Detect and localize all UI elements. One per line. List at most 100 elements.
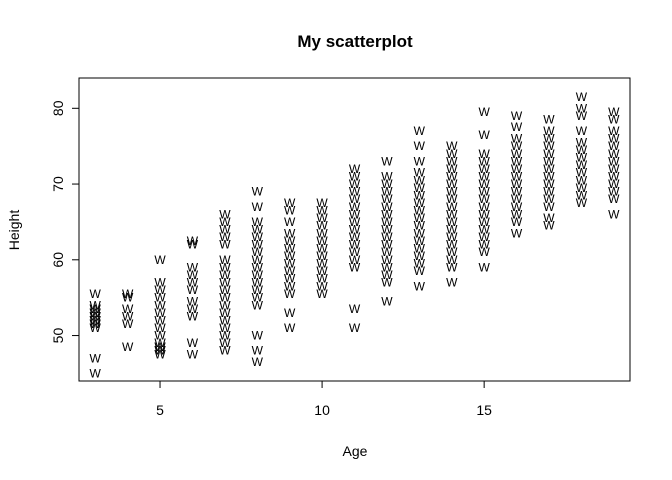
data-point: W — [608, 124, 620, 138]
data-point: W — [349, 321, 361, 335]
data-point: W — [154, 340, 166, 354]
data-point: W — [381, 192, 393, 206]
data-point: W — [478, 185, 490, 199]
data-point: W — [122, 302, 134, 316]
data-point: W — [252, 291, 264, 305]
data-point: W — [349, 223, 361, 237]
data-point: W — [316, 234, 328, 248]
data-point: W — [154, 347, 166, 361]
data-point: W — [478, 200, 490, 214]
data-point: W — [446, 200, 458, 214]
data-point: W — [414, 264, 426, 278]
data-point: W — [316, 204, 328, 218]
data-point: W — [349, 238, 361, 252]
data-point: W — [446, 260, 458, 274]
data-point: W — [154, 253, 166, 267]
data-point: W — [543, 200, 555, 214]
data-point: W — [414, 166, 426, 180]
data-point: W — [381, 238, 393, 252]
data-point: W — [478, 162, 490, 176]
data-point: W — [511, 185, 523, 199]
data-point: W — [478, 169, 490, 183]
data-point: W — [381, 200, 393, 214]
data-point: W — [381, 260, 393, 274]
y-tick-label: 50 — [50, 328, 66, 344]
data-point: W — [381, 245, 393, 259]
data-point: W — [446, 169, 458, 183]
data-point: W — [446, 215, 458, 229]
data-point: W — [414, 181, 426, 195]
data-point: W — [316, 249, 328, 263]
data-point: W — [252, 329, 264, 343]
data-point: W — [187, 302, 199, 316]
data-point: W — [316, 219, 328, 233]
data-point: W — [349, 207, 361, 221]
data-point: W — [381, 169, 393, 183]
data-point: W — [316, 279, 328, 293]
data-point: W — [219, 306, 231, 320]
data-point: W — [187, 294, 199, 308]
data-point: W — [187, 234, 199, 248]
data-point: W — [284, 241, 296, 255]
data-point: W — [381, 223, 393, 237]
data-point: W — [381, 207, 393, 221]
data-point: W — [122, 287, 134, 301]
data-point: W — [349, 192, 361, 206]
data-point: W — [511, 162, 523, 176]
data-point: W — [122, 340, 134, 354]
data-point: W — [478, 192, 490, 206]
data-point: W — [154, 276, 166, 290]
data-point: W — [543, 132, 555, 146]
data-point: W — [252, 230, 264, 244]
data-point: W — [90, 306, 102, 320]
data-point: W — [511, 154, 523, 168]
data-point: W — [219, 283, 231, 297]
y-axis: 50 60 70 80 — [50, 100, 80, 344]
data-point: W — [252, 238, 264, 252]
data-point: W — [446, 185, 458, 199]
data-point: W — [478, 245, 490, 259]
data-point: W — [608, 162, 620, 176]
data-point: W — [187, 238, 199, 252]
data-point: W — [349, 245, 361, 259]
data-point: W — [511, 132, 523, 146]
data-point: W — [576, 166, 588, 180]
data-point: W — [576, 90, 588, 104]
y-tick-label: 60 — [50, 252, 66, 268]
data-point: W — [478, 128, 490, 142]
data-point: W — [478, 147, 490, 161]
data-point: W — [316, 226, 328, 240]
data-point: W — [349, 162, 361, 176]
data-point: W — [122, 317, 134, 331]
data-point: W — [511, 139, 523, 153]
data-point: W — [90, 298, 102, 312]
data-point: W — [252, 276, 264, 290]
data-point: W — [252, 253, 264, 267]
data-point: W — [90, 321, 102, 335]
data-point: W — [414, 249, 426, 263]
data-point: W — [219, 276, 231, 290]
data-point: W — [316, 196, 328, 210]
data-point: W — [414, 241, 426, 255]
data-point: W — [349, 260, 361, 274]
data-point: W — [219, 260, 231, 274]
data-point: W — [511, 120, 523, 134]
data-point: W — [543, 154, 555, 168]
data-point: W — [446, 162, 458, 176]
data-point: W — [414, 211, 426, 225]
x-axis: 5 10 15 — [156, 380, 492, 418]
data-point: W — [252, 283, 264, 297]
data-point: W — [252, 245, 264, 259]
data-point: W — [252, 185, 264, 199]
data-point: W — [576, 135, 588, 149]
data-point: W — [187, 276, 199, 290]
data-point: W — [381, 268, 393, 282]
data-point: W — [446, 238, 458, 252]
data-point: W — [90, 287, 102, 301]
data-point: W — [219, 313, 231, 327]
data-point: W — [511, 207, 523, 221]
data-point: W — [252, 223, 264, 237]
data-point: W — [446, 276, 458, 290]
x-tick-label: 10 — [314, 402, 330, 418]
